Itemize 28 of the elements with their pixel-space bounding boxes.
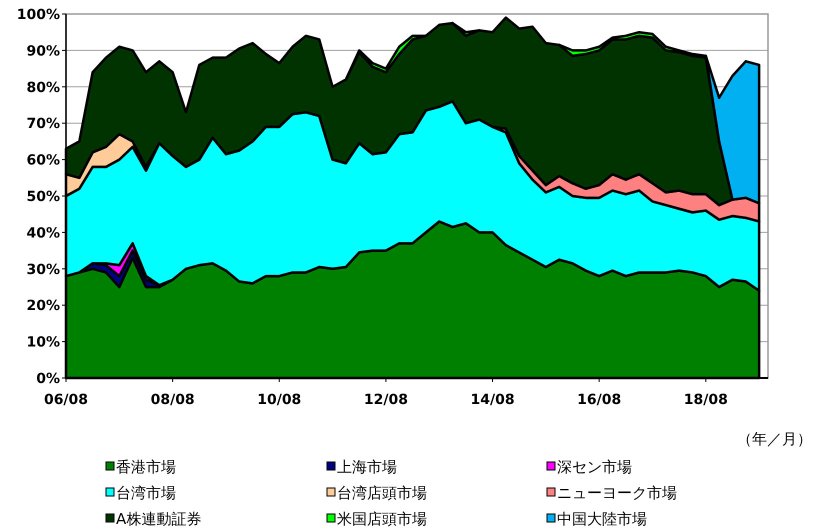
legend-label: ニューヨーク市場 <box>557 484 677 502</box>
y-tick-label: 50% <box>26 189 60 205</box>
y-tick-label: 60% <box>26 152 60 169</box>
x-axis-title: （年／月） <box>737 430 812 448</box>
legend-label: A株連動証券 <box>116 510 202 528</box>
legend-label: 台湾市場 <box>116 484 176 502</box>
x-tick-label: 16/08 <box>577 392 622 408</box>
x-tick-label: 12/08 <box>364 392 408 408</box>
y-tick-label: 90% <box>26 43 60 60</box>
y-tick-label: 0% <box>36 371 60 387</box>
x-tick-label: 10/08 <box>257 392 302 408</box>
y-tick-label: 20% <box>26 298 60 314</box>
legend-label: 台湾店頭市場 <box>337 484 427 502</box>
x-tick-label: 18/08 <box>684 392 728 408</box>
legend-label: 中国大陸市場 <box>557 510 647 528</box>
y-tick-label: 40% <box>26 225 60 242</box>
y-tick-label: 100% <box>16 7 60 23</box>
y-tick-label: 10% <box>26 334 60 351</box>
y-tick-label: 30% <box>26 262 60 278</box>
y-tick-label: 80% <box>26 80 60 96</box>
x-tick-label: 14/08 <box>470 392 515 408</box>
legend-label: 上海市場 <box>337 458 397 476</box>
legend-label: 深セン市場 <box>557 458 632 476</box>
x-tick-label: 08/08 <box>150 392 195 408</box>
legend-label: 米国店頭市場 <box>337 510 427 528</box>
x-tick-label: 06/08 <box>44 392 88 408</box>
y-tick-label: 70% <box>26 116 60 132</box>
legend-label: 香港市場 <box>116 458 176 476</box>
